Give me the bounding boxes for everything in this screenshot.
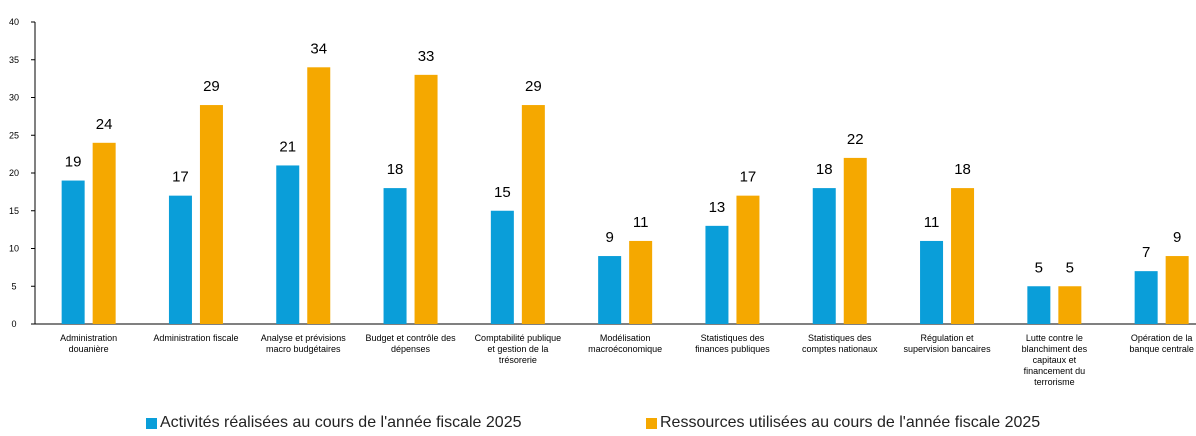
- y-tick-label: 10: [9, 244, 19, 254]
- x-category-label-line: Lutte contre le: [1026, 333, 1083, 343]
- x-category-label-line: supervision bancaires: [904, 344, 992, 354]
- data-label-resources: 22: [847, 131, 864, 148]
- legend-swatch-activities: [146, 417, 157, 429]
- data-label-resources: 17: [740, 169, 757, 186]
- x-category-label-line: Régulation et: [921, 333, 975, 343]
- legend-label-activities: Activités réalisées au cours de l'année …: [160, 414, 522, 431]
- x-category-label-line: comptes nationaux: [802, 344, 878, 354]
- y-tick-label: 35: [9, 55, 19, 65]
- data-label-activities: 18: [387, 161, 404, 178]
- x-category-label-line: Administration: [60, 333, 117, 343]
- x-category-label-line: capitaux et: [1033, 355, 1077, 365]
- x-category-label-line: terrorisme: [1034, 377, 1075, 387]
- data-label-resources: 5: [1066, 259, 1074, 276]
- x-category-label: Comptabilité publique et gestion de la tré…: [475, 333, 562, 365]
- legend-label-resources: Ressources utilisées au cours de l'année…: [660, 414, 1041, 431]
- data-label-resources: 18: [954, 161, 971, 178]
- bar-resources: [629, 240, 653, 324]
- x-category-label-line: Comptabilité publique: [475, 333, 562, 343]
- x-category-label-line: blanchiment des: [1022, 344, 1088, 354]
- bar-resources: [307, 67, 331, 325]
- y-tick-label: 0: [11, 319, 16, 329]
- x-category-label-line: Opération de la: [1131, 333, 1193, 343]
- bar-resources: [199, 105, 223, 324]
- bar-activities: [598, 256, 622, 324]
- x-category-label-line: banque centrale: [1129, 344, 1194, 354]
- x-category-label-line: Analyse et prévisions: [261, 333, 347, 343]
- bar-activities: [276, 165, 300, 324]
- x-category-label-line: trésorerie: [499, 355, 537, 365]
- data-label-resources: 33: [418, 48, 435, 65]
- y-tick-label: 20: [9, 168, 19, 178]
- y-tick-label: 40: [9, 17, 19, 27]
- legend-swatch-resources: [646, 417, 657, 429]
- x-category-label-line: Modélisation: [600, 333, 651, 343]
- bar-activities: [1027, 286, 1051, 324]
- y-tick-label: 25: [9, 130, 19, 140]
- x-category-label-line: Statistiques des: [701, 333, 765, 343]
- data-label-activities: 21: [279, 138, 296, 155]
- x-category-label-line: macro budgétaires: [266, 344, 341, 354]
- y-tick-label: 5: [11, 281, 16, 291]
- x-category-label-line: Statistiques des: [808, 333, 872, 343]
- bar-resources: [92, 142, 116, 324]
- bar-chart: 0 5 10 15 20 25 30 35 40 19 24 Administration douani…: [9, 17, 1196, 387]
- bar-resources: [1165, 256, 1189, 324]
- bar-resources: [736, 195, 760, 324]
- x-category-label: Statistiques des comptes nationaux: [802, 333, 878, 354]
- data-label-activities: 11: [924, 214, 940, 231]
- bar-resources: [1058, 286, 1082, 324]
- x-category-label: Statistiques des finances publiques: [695, 333, 770, 354]
- data-label-activities: 9: [605, 229, 613, 246]
- legend-item-activities: Activités réalisées au cours de l'année …: [146, 414, 521, 432]
- x-category-label-line: douanière: [69, 344, 109, 354]
- bar-activities: [490, 210, 514, 324]
- bar-activities: [705, 225, 729, 324]
- x-category-label-line: macroéconomique: [588, 344, 662, 354]
- data-label-resources: 34: [310, 40, 327, 57]
- x-category-label: Lutte contre le blanchiment des capitaux e…: [1022, 333, 1088, 387]
- x-category-label-line: dépenses: [391, 344, 431, 354]
- data-label-activities: 7: [1142, 244, 1150, 261]
- data-label-activities: 19: [65, 154, 82, 171]
- legend: Activités réalisées au cours de l'année …: [0, 414, 1196, 436]
- x-category-label-line: Administration fiscale: [153, 333, 238, 343]
- x-category-label: Régulation et supervision bancaires: [904, 333, 992, 354]
- bar-resources: [521, 105, 545, 324]
- x-category-label: Administration douanière: [60, 333, 117, 354]
- data-label-activities: 13: [709, 199, 726, 216]
- x-category-label: Budget et contrôle des dépenses: [366, 333, 457, 354]
- x-category-label: Analyse et prévisions macro budgétaires: [261, 333, 347, 354]
- x-category-label-line: finances publiques: [695, 344, 770, 354]
- bar-activities: [383, 188, 407, 324]
- x-category-label: Administration fiscale: [153, 333, 238, 343]
- bar-resources: [843, 157, 867, 324]
- bar-activities: [61, 180, 85, 324]
- data-label-activities: 5: [1035, 259, 1043, 276]
- bar-activities: [812, 188, 836, 324]
- bar-activities: [168, 195, 192, 324]
- data-label-resources: 9: [1173, 229, 1181, 246]
- x-category-label: Opération de la banque centrale: [1129, 333, 1194, 354]
- bar-resources: [951, 188, 975, 324]
- x-category-label-line: financement du: [1024, 366, 1086, 376]
- y-tick-label: 15: [9, 206, 19, 216]
- legend-item-resources: Ressources utilisées au cours de l'année…: [646, 414, 1040, 432]
- data-label-resources: 29: [203, 78, 220, 95]
- x-category-label-line: Budget et contrôle des: [366, 333, 457, 343]
- bar-activities: [920, 240, 944, 324]
- bar-activities: [1134, 271, 1158, 324]
- bar-resources: [414, 74, 438, 324]
- y-tick-label: 30: [9, 93, 19, 103]
- x-category-label: Modélisation macroéconomique: [588, 333, 662, 354]
- data-label-resources: 24: [96, 116, 113, 133]
- data-label-resources: 29: [525, 78, 542, 95]
- x-category-label-line: et gestion de la: [487, 344, 548, 354]
- data-label-activities: 17: [172, 169, 189, 186]
- data-label-resources: 11: [633, 214, 649, 231]
- data-label-activities: 15: [494, 184, 511, 201]
- data-label-activities: 18: [816, 161, 833, 178]
